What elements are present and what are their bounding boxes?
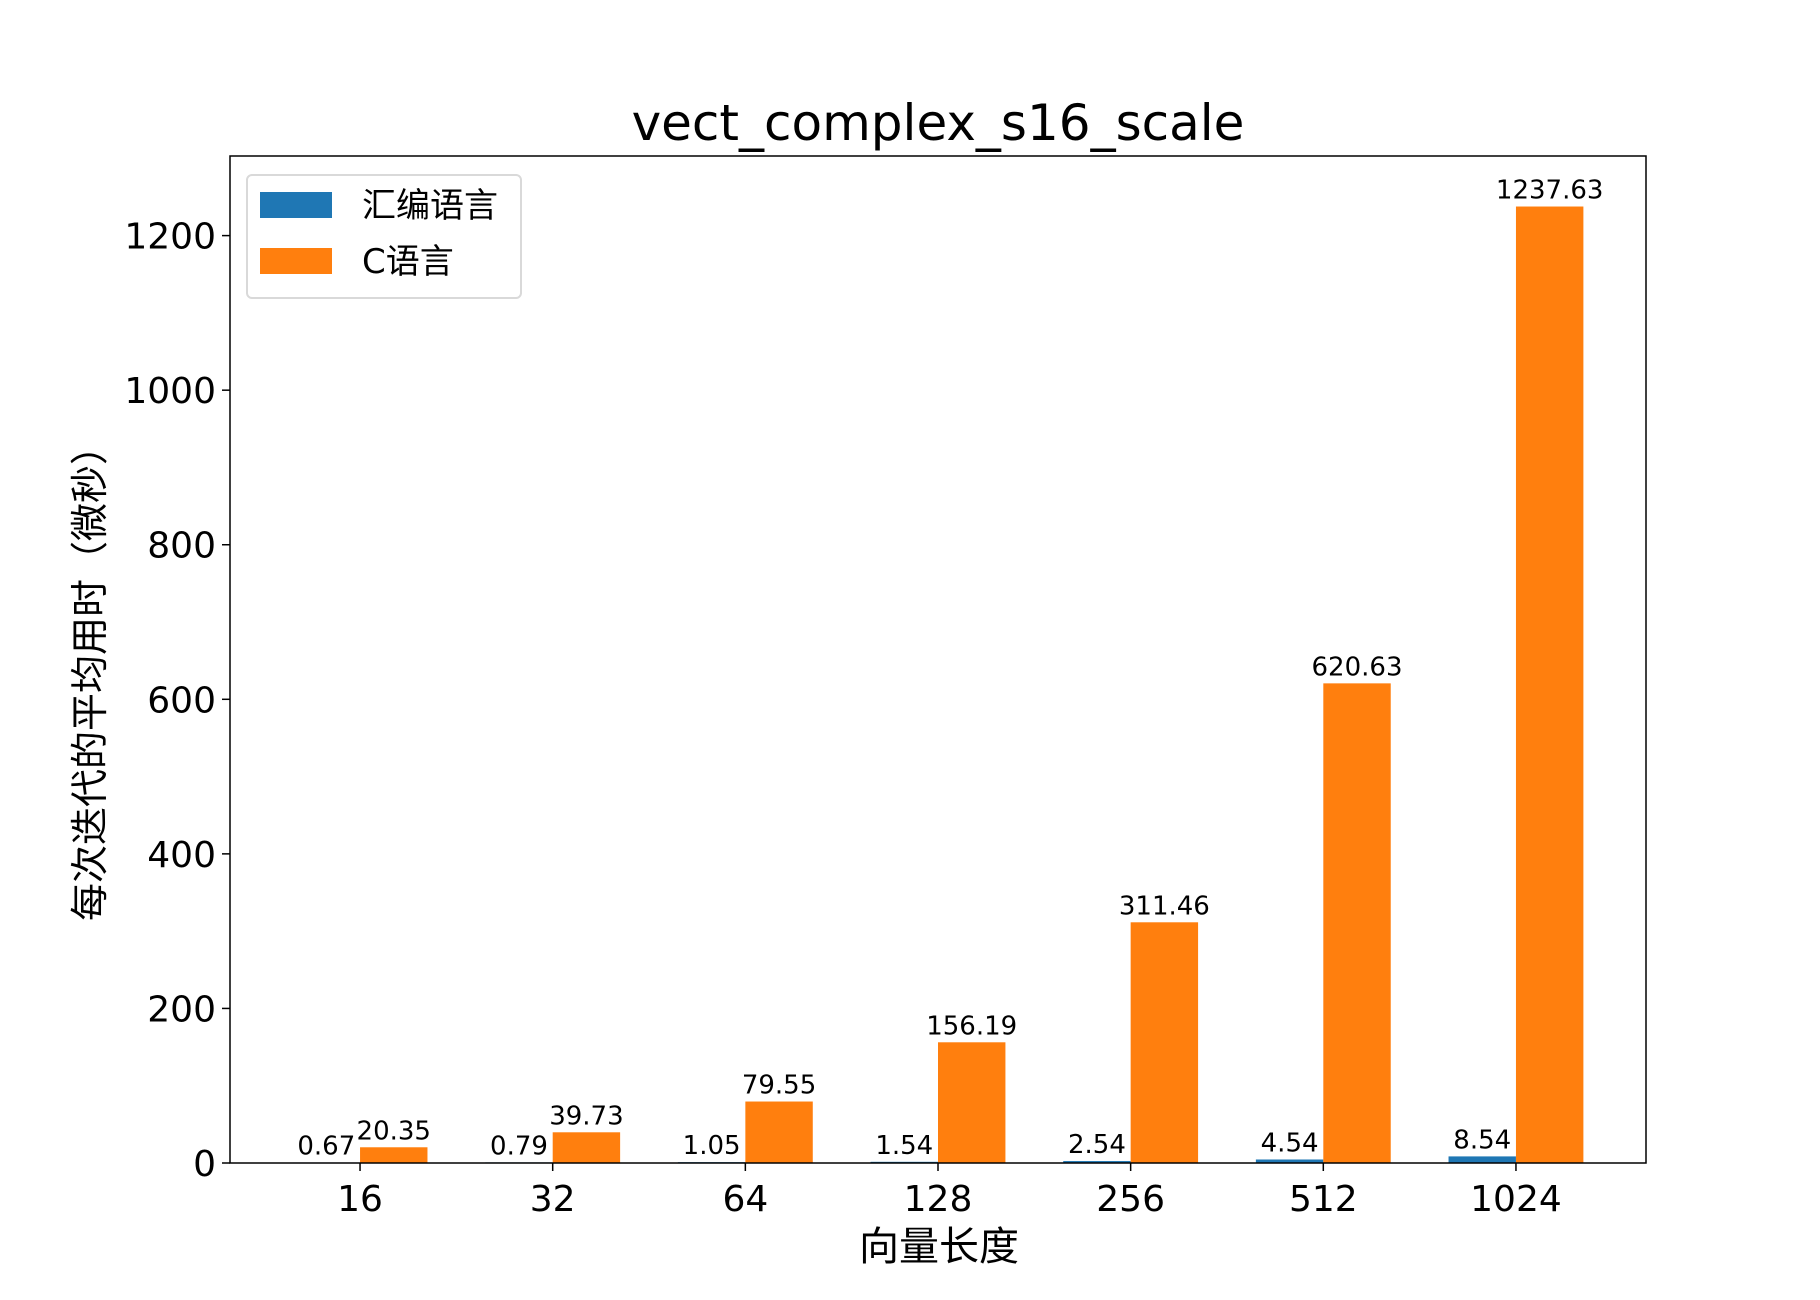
bar-1-256 — [1130, 922, 1199, 1163]
y-tick-label: 600 — [147, 680, 216, 721]
legend-swatch — [260, 192, 332, 218]
bar-1-16 — [360, 1147, 428, 1163]
chart-title: vect_complex_s16_scale — [632, 94, 1245, 152]
data-label: 620.63 — [1312, 652, 1403, 682]
data-label: 20.35 — [357, 1116, 431, 1146]
bar-0-512 — [1255, 1159, 1324, 1163]
data-label: 1237.63 — [1496, 176, 1604, 206]
data-label: 8.54 — [1453, 1125, 1511, 1155]
data-label: 1.05 — [683, 1131, 741, 1161]
bar-1-1024 — [1515, 206, 1584, 1163]
data-label: 0.79 — [490, 1131, 548, 1161]
y-tick-label: 1000 — [124, 371, 216, 412]
plot-frame — [229, 155, 1647, 1164]
bar-1-64 — [745, 1101, 813, 1163]
x-tick-label: 64 — [722, 1179, 768, 1220]
x-tick-label: 512 — [1289, 1179, 1358, 1220]
x-tick-label: 1024 — [1470, 1179, 1562, 1220]
legend-swatch — [260, 248, 332, 274]
bar-0-1024 — [1448, 1156, 1516, 1163]
bar-1-512 — [1323, 683, 1391, 1163]
y-axis-label: 每次迭代的平均用时（微秒） — [68, 427, 112, 921]
data-label: 79.55 — [742, 1071, 816, 1101]
data-label: 0.67 — [297, 1131, 355, 1161]
legend-label: 汇编语言 — [362, 186, 498, 226]
x-tick-label: 32 — [530, 1179, 576, 1220]
bar-1-32 — [552, 1132, 621, 1163]
data-label: 39.73 — [549, 1101, 623, 1131]
y-tick-label: 400 — [147, 835, 216, 876]
data-label: 1.54 — [875, 1131, 933, 1161]
data-label: 311.46 — [1119, 891, 1210, 921]
y-tick-label: 0 — [193, 1144, 216, 1185]
x-axis-label: 向量长度 — [859, 1224, 1019, 1270]
y-tick-label: 1200 — [124, 217, 216, 258]
x-tick-label: 128 — [904, 1179, 973, 1220]
bar-0-256 — [1063, 1161, 1131, 1163]
bar-1-128 — [938, 1042, 1006, 1163]
legend-label: C语言 — [362, 242, 454, 282]
legend: 汇编语言 C语言 — [246, 174, 522, 299]
y-tick-label: 800 — [147, 526, 216, 567]
y-tick-label: 200 — [147, 989, 216, 1030]
x-tick-label: 256 — [1096, 1179, 1165, 1220]
data-label: 156.19 — [926, 1011, 1017, 1041]
data-label: 2.54 — [1068, 1130, 1126, 1160]
x-tick-label: 16 — [337, 1179, 383, 1220]
data-label: 4.54 — [1261, 1128, 1319, 1158]
